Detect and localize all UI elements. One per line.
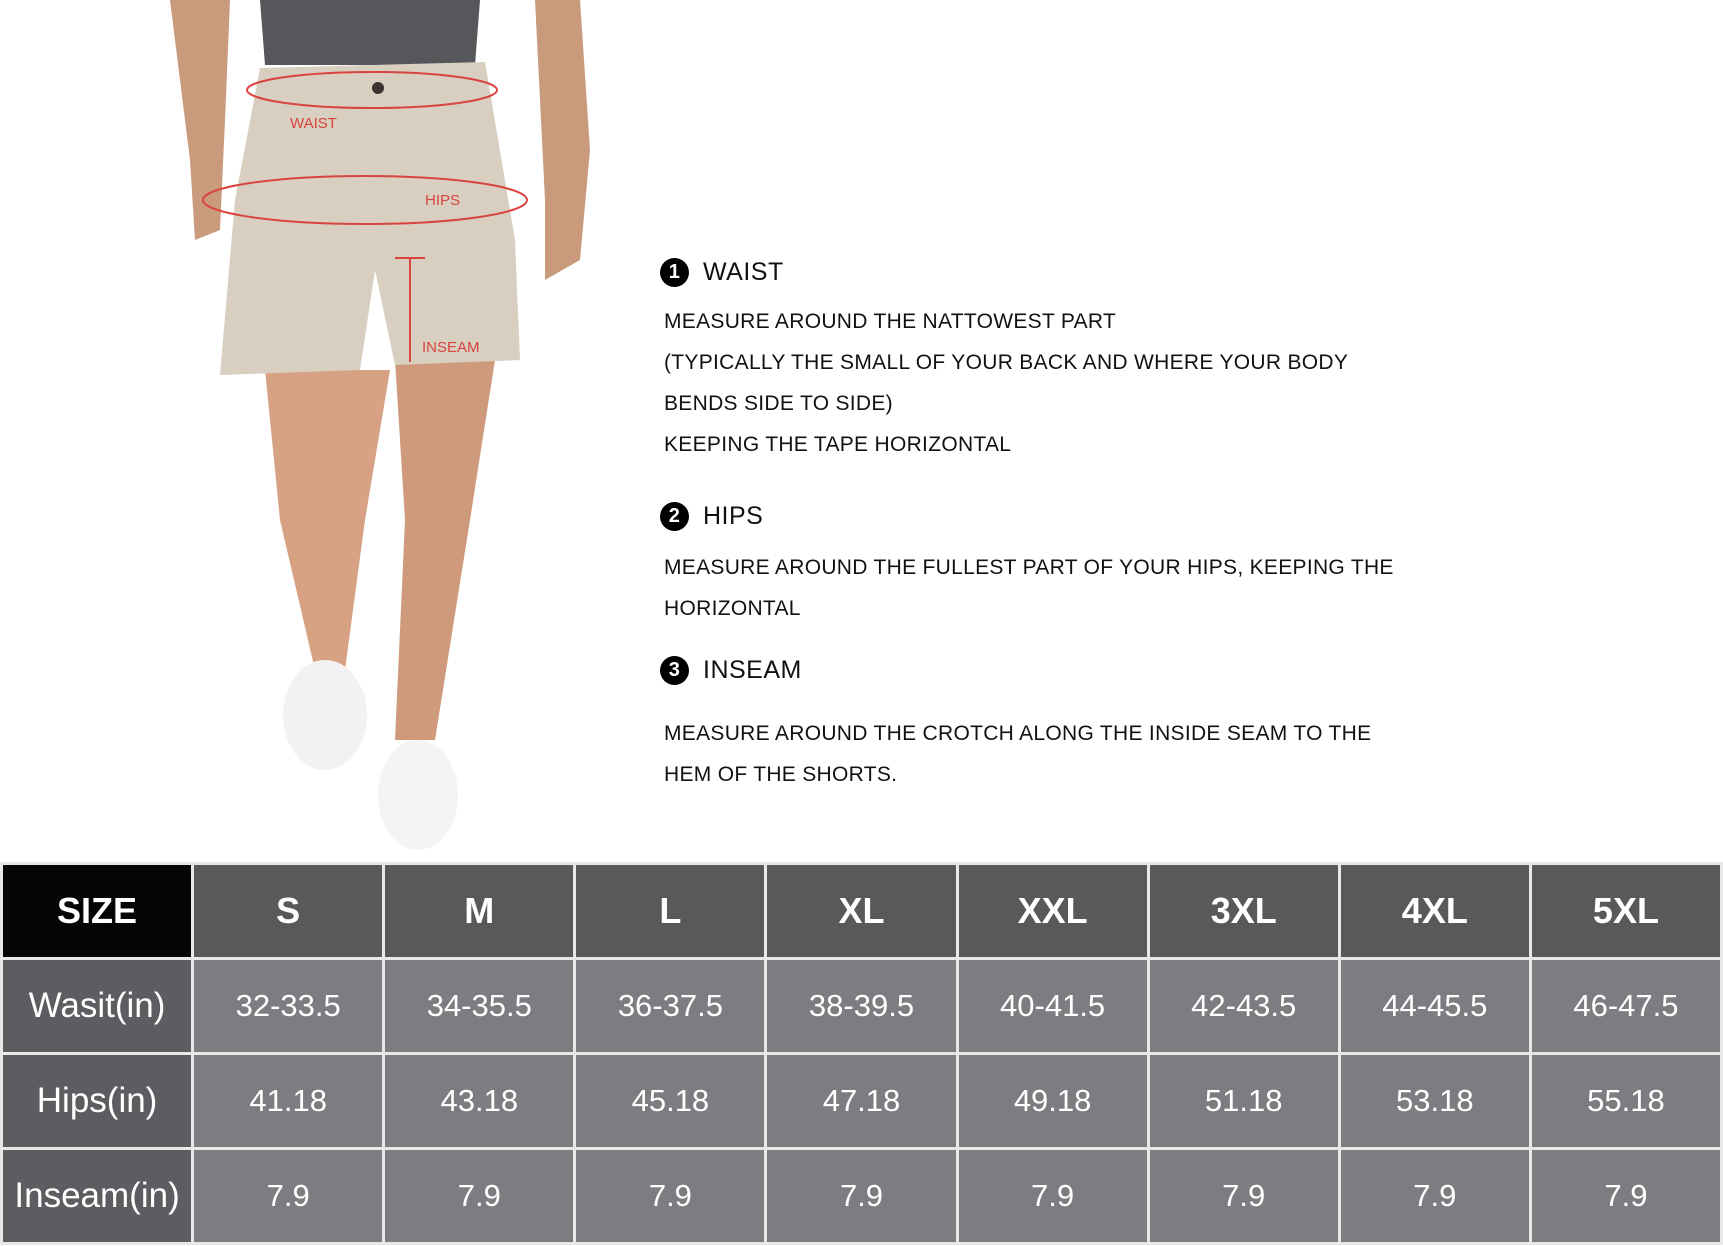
- measurement-cell: 38-39.5: [764, 957, 959, 1055]
- table-row: Hips(in) 41.18 43.18 45.18 47.18 49.18 51.18 53…: [0, 1052, 1723, 1150]
- instruction-line: (TYPICALLY THE SMALL OF YOUR BACK AND WH…: [664, 351, 1349, 374]
- measurement-cell: 7.9: [1337, 1147, 1532, 1245]
- waist-instructions: 1 WAIST MEASURE AROUND THE NATTOWEST PART…: [660, 258, 1348, 465]
- section-title: HIPS: [703, 502, 764, 530]
- number-3-icon: 3: [660, 656, 689, 685]
- size-chart-table: SIZE S M L XL XXL 3XL 4XL 5XL Wasit(in) 32-33.5 34…: [0, 862, 1723, 1245]
- instruction-line: HORIZONTAL: [664, 597, 801, 620]
- measurement-cell: 34-35.5: [382, 957, 577, 1055]
- size-column-header: 5XL: [1528, 862, 1723, 960]
- left-leg: [265, 370, 390, 670]
- measurement-cell: 49.18: [955, 1052, 1150, 1150]
- size-column-header: XXL: [955, 862, 1150, 960]
- instruction-line: MEASURE AROUND THE NATTOWEST PART: [664, 310, 1117, 333]
- hips-label: HIPS: [425, 192, 460, 209]
- number-2-icon: 2: [660, 502, 689, 531]
- section-title: INSEAM: [703, 656, 802, 684]
- left-arm: [170, 0, 230, 240]
- waist-label: WAIST: [290, 115, 337, 132]
- section-title: WAIST: [703, 258, 784, 286]
- row-label-cell: Wasit(in): [0, 957, 195, 1055]
- right-arm: [535, 0, 590, 280]
- instruction-line: BENDS SIDE TO SIDE): [664, 392, 893, 415]
- waist-measure-line: [246, 71, 498, 109]
- measurement-cell: 7.9: [191, 1147, 386, 1245]
- size-column-header: S: [191, 862, 386, 960]
- size-column-header: 3XL: [1146, 862, 1341, 960]
- row-label-cell: Hips(in): [0, 1052, 195, 1150]
- measurement-cell: 7.9: [764, 1147, 959, 1245]
- measurement-cell: 47.18: [764, 1052, 959, 1150]
- measurement-cell: 43.18: [382, 1052, 577, 1150]
- measurement-cell: 41.18: [191, 1052, 386, 1150]
- instruction-line: HEM OF THE SHORTS.: [664, 763, 898, 786]
- table-header-row: SIZE S M L XL XXL 3XL 4XL 5XL: [0, 862, 1723, 960]
- shorts: [220, 62, 520, 375]
- table-row: Inseam(in) 7.9 7.9 7.9 7.9 7.9 7.9 7.9 7.9: [0, 1147, 1723, 1245]
- instruction-line: MEASURE AROUND THE FULLEST PART OF YOUR …: [664, 556, 1394, 579]
- measurement-cell: 45.18: [573, 1052, 768, 1150]
- shorts-button: [372, 82, 384, 94]
- table-row: Wasit(in) 32-33.5 34-35.5 36-37.5 38-39.5 40-…: [0, 957, 1723, 1055]
- size-column-header: M: [382, 862, 577, 960]
- shorts-model-figure: WAIST HIPS INSEAM: [170, 0, 590, 850]
- hips-measure-line: [202, 175, 528, 225]
- row-label-cell: Inseam(in): [0, 1147, 195, 1245]
- measurement-cell: 7.9: [1146, 1147, 1341, 1245]
- measurement-cell: 7.9: [382, 1147, 577, 1245]
- measurement-cell: 40-41.5: [955, 957, 1150, 1055]
- number-1-icon: 1: [660, 258, 689, 287]
- measurement-cell: 7.9: [1528, 1147, 1723, 1245]
- measurement-cell: 46-47.5: [1528, 957, 1723, 1055]
- measurement-cell: 44-45.5: [1337, 957, 1532, 1055]
- measurement-cell: 36-37.5: [573, 957, 768, 1055]
- hips-instructions: 2 HIPS MEASURE AROUND THE FULLEST PART OF…: [660, 502, 1394, 629]
- size-column-header: 4XL: [1337, 862, 1532, 960]
- instruction-line: KEEPING THE TAPE HORIZONTAL: [664, 433, 1012, 456]
- inseam-instructions: 3 INSEAM MEASURE AROUND THE CROTCH ALONG …: [660, 656, 1371, 795]
- shirt: [260, 0, 480, 65]
- size-column-header: XL: [764, 862, 959, 960]
- measurement-cell: 51.18: [1146, 1052, 1341, 1150]
- measurement-cell: 7.9: [573, 1147, 768, 1245]
- measurement-cell: 42-43.5: [1146, 957, 1341, 1055]
- right-leg: [395, 360, 495, 740]
- measurement-cell: 32-33.5: [191, 957, 386, 1055]
- measurement-cell: 7.9: [955, 1147, 1150, 1245]
- left-shoe: [283, 660, 367, 770]
- right-shoe: [378, 740, 458, 850]
- measurement-cell: 55.18: [1528, 1052, 1723, 1150]
- size-column-header: L: [573, 862, 768, 960]
- size-header-cell: SIZE: [0, 862, 195, 960]
- inseam-label: INSEAM: [422, 339, 480, 356]
- instruction-line: MEASURE AROUND THE CROTCH ALONG THE INSI…: [664, 722, 1372, 745]
- measurement-cell: 53.18: [1337, 1052, 1532, 1150]
